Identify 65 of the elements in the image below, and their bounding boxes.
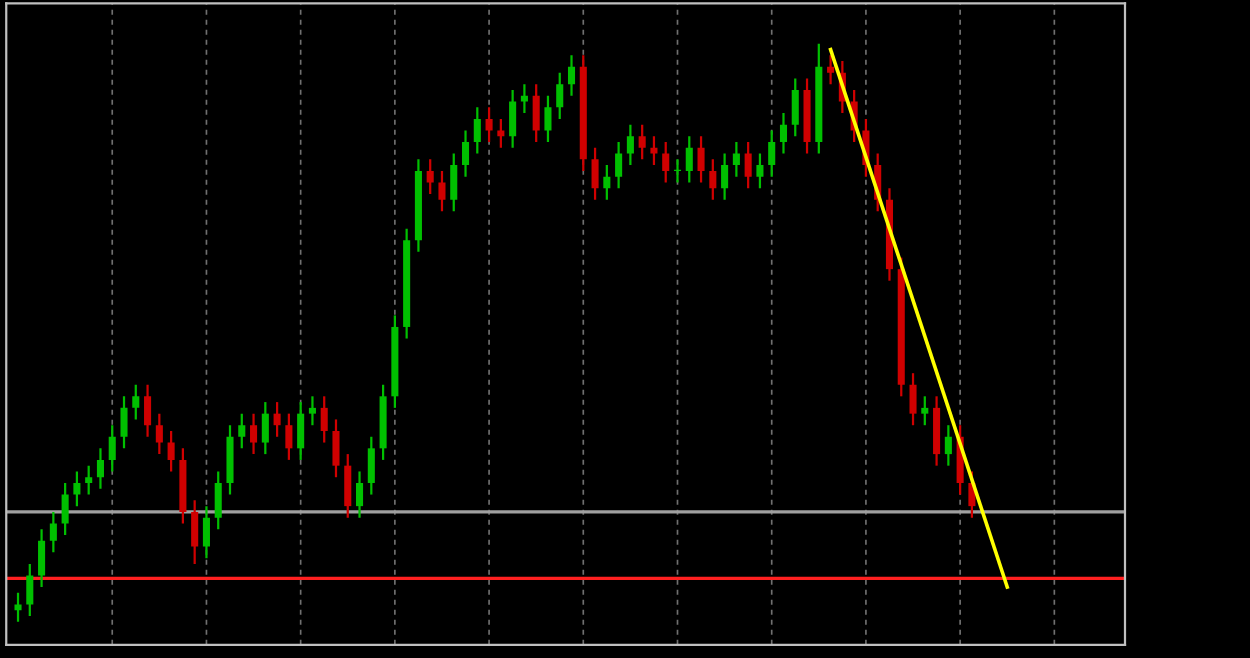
candlestick [38,528,46,589]
candlestick [567,54,576,97]
candlestick [603,164,611,201]
candlestick [308,395,316,427]
candlestick [461,129,470,178]
candlestick [132,383,140,421]
candlestick [320,395,328,444]
candlestick [779,111,788,155]
candlestick [155,412,163,456]
candlestick [61,481,69,537]
candlestick [473,106,481,155]
candlestick [332,418,340,479]
candlestick [14,591,22,623]
candlestick [768,129,776,178]
candlestick [921,395,929,427]
candlestick [202,505,210,560]
candlestick [261,400,269,456]
candlestick [344,453,352,519]
candlestick [791,77,799,138]
candlestick [108,424,116,473]
candlestick [191,499,199,566]
candlestick [426,158,434,196]
candlestick [497,117,505,149]
candlestick [744,140,752,190]
candlestick [650,135,658,167]
candlestick [250,412,258,456]
candlestick [721,152,729,201]
candlestick [285,412,293,461]
candlestick [96,447,104,490]
candlestick [827,54,835,86]
candlestick [73,470,81,508]
candlestick [591,146,599,201]
candlestick [532,83,540,144]
candlestick [556,71,564,120]
candlestick [756,152,764,190]
candlestick [167,429,175,473]
candlestick [732,140,740,178]
candlestick [520,83,528,115]
candlestick [662,140,670,184]
candlestick [697,135,705,184]
candlestick [438,169,446,213]
candlestick [626,123,634,167]
candlestick [933,395,941,467]
candlestick [26,562,34,618]
candlestick [214,470,222,531]
candlestick [85,464,93,496]
candlestick [485,106,493,144]
candlestick [638,123,646,161]
candlestick [120,395,128,450]
candlestick [49,510,57,554]
candlestick [273,400,281,438]
candlestick [356,470,364,519]
candlestick [685,135,693,184]
candlestick [909,372,917,427]
candlestick [450,152,458,213]
candlestick [226,424,234,496]
candlestick [367,435,375,496]
candlestick [544,94,552,144]
candlestick [944,424,952,467]
candlestick [144,383,152,438]
candlestick [238,412,246,450]
candlestick [297,400,305,461]
candlestick [709,158,717,201]
candlestick [509,88,517,149]
candlestick [615,140,623,190]
